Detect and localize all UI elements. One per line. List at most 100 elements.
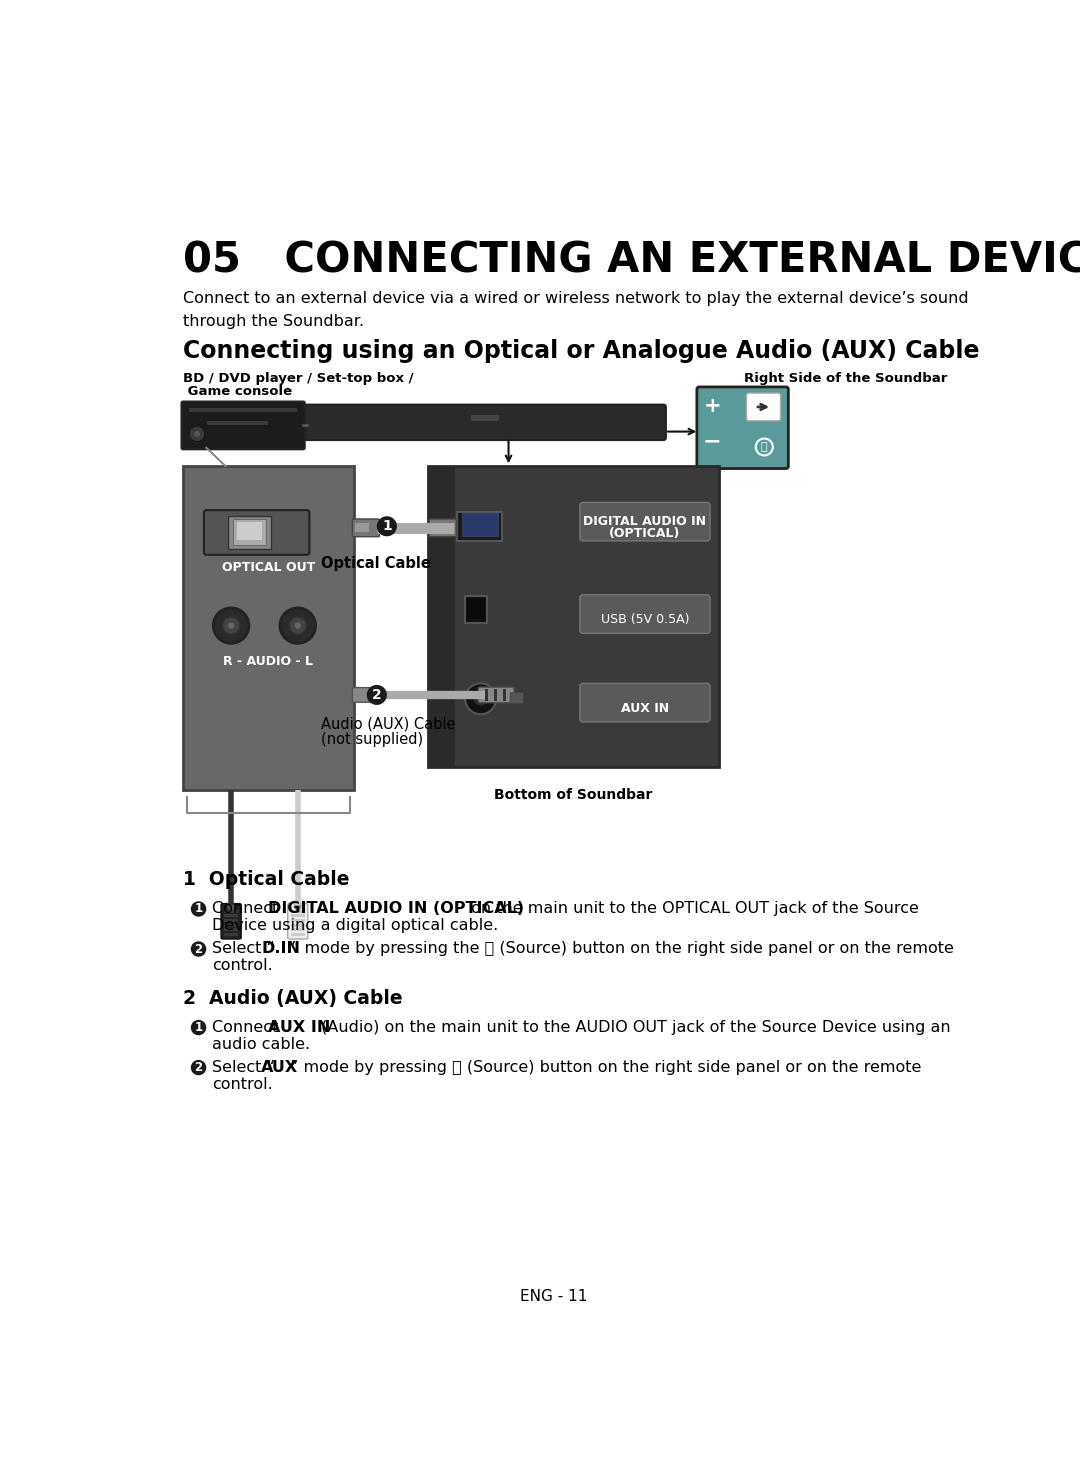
FancyBboxPatch shape [181, 402, 305, 450]
Bar [428, 466, 455, 766]
Bar [465, 596, 487, 623]
FancyBboxPatch shape [204, 510, 309, 555]
Circle shape [222, 617, 240, 634]
Bar [291, 910, 305, 913]
Circle shape [474, 692, 488, 705]
Text: Select “: Select “ [213, 941, 275, 957]
Text: Select “: Select “ [213, 1060, 275, 1075]
Text: 2: 2 [194, 1060, 203, 1074]
Text: Right Side of the Soundbar: Right Side of the Soundbar [744, 371, 947, 385]
Bar [494, 689, 497, 701]
Circle shape [295, 623, 301, 629]
Text: R - AUDIO - L: R - AUDIO - L [224, 655, 313, 667]
Text: control.: control. [213, 958, 273, 973]
Text: OPTICAL OUT: OPTICAL OUT [221, 562, 315, 574]
FancyBboxPatch shape [580, 595, 710, 633]
Text: DIGITAL AUDIO IN: DIGITAL AUDIO IN [583, 515, 706, 528]
Text: 05   CONNECTING AN EXTERNAL DEVICE: 05 CONNECTING AN EXTERNAL DEVICE [183, 240, 1080, 281]
FancyBboxPatch shape [746, 393, 781, 422]
Circle shape [191, 1021, 206, 1035]
Text: (OPTICAL): (OPTICAL) [609, 527, 680, 540]
FancyBboxPatch shape [697, 387, 788, 469]
Text: Bottom of Soundbar: Bottom of Soundbar [494, 788, 652, 802]
Text: Device using a digital optical cable.: Device using a digital optical cable. [213, 918, 499, 933]
Bar [233, 519, 266, 544]
Bar [291, 923, 305, 927]
Text: 1: 1 [382, 519, 392, 534]
Text: (Audio) on the main unit to the AUDIO OUT jack of the Source Device using an: (Audio) on the main unit to the AUDIO OU… [316, 1021, 950, 1035]
Text: Audio (AUX) Cable: Audio (AUX) Cable [321, 716, 456, 732]
Text: DIGITAL AUDIO IN (OPTICAL): DIGITAL AUDIO IN (OPTICAL) [268, 901, 524, 917]
Circle shape [189, 426, 205, 442]
Bar [189, 408, 297, 413]
Bar [291, 914, 305, 917]
Text: audio cable.: audio cable. [213, 1037, 311, 1052]
Circle shape [367, 685, 387, 705]
Text: 1: 1 [194, 1021, 203, 1034]
Bar [503, 689, 507, 701]
FancyBboxPatch shape [221, 904, 241, 939]
Bar [471, 414, 499, 422]
Text: Game console: Game console [183, 386, 293, 398]
Circle shape [191, 1060, 206, 1075]
Bar [206, 420, 268, 424]
Bar [225, 914, 238, 917]
FancyBboxPatch shape [580, 683, 710, 722]
FancyBboxPatch shape [352, 519, 379, 537]
Text: Connect: Connect [213, 901, 284, 917]
FancyBboxPatch shape [352, 688, 374, 703]
FancyBboxPatch shape [287, 904, 308, 939]
Text: USB (5V 0.5A): USB (5V 0.5A) [600, 612, 689, 626]
Bar [228, 516, 271, 549]
Text: ” mode by pressing ⮝ (Source) button on the right side panel or on the remote: ” mode by pressing ⮝ (Source) button on … [291, 1060, 921, 1075]
Circle shape [280, 608, 315, 643]
Text: ” mode by pressing the ⮝ (Source) button on the right side panel or on the remot: ” mode by pressing the ⮝ (Source) button… [292, 941, 955, 957]
Text: Connecting using an Optical or Analogue Audio (AUX) Cable: Connecting using an Optical or Analogue … [183, 339, 980, 364]
Circle shape [465, 683, 496, 714]
Bar [291, 929, 305, 932]
Text: ⏻: ⏻ [761, 442, 768, 453]
Text: Optical Cable: Optical Cable [321, 556, 431, 571]
Circle shape [191, 901, 206, 917]
Circle shape [377, 516, 397, 537]
Bar [225, 918, 238, 921]
FancyBboxPatch shape [429, 519, 456, 537]
Bar [485, 689, 488, 701]
Bar [291, 933, 305, 936]
FancyBboxPatch shape [510, 692, 524, 704]
Bar [440, 524, 454, 532]
Bar [238, 522, 262, 540]
Circle shape [294, 902, 301, 911]
Bar [428, 466, 718, 766]
Circle shape [227, 902, 235, 911]
Bar [291, 918, 305, 921]
Text: AUX IN: AUX IN [268, 1021, 330, 1035]
Bar [225, 929, 238, 932]
Bar [225, 923, 238, 927]
Text: Connect to an external device via a wired or wireless network to play the extern: Connect to an external device via a wire… [183, 291, 969, 328]
Bar [355, 524, 369, 532]
Text: ENG - 11: ENG - 11 [519, 1288, 588, 1303]
FancyBboxPatch shape [305, 405, 666, 441]
Circle shape [213, 608, 248, 643]
Text: −: − [703, 432, 721, 451]
FancyBboxPatch shape [580, 503, 710, 541]
Circle shape [228, 623, 234, 629]
Text: (not supplied): (not supplied) [321, 732, 423, 747]
Bar [462, 513, 498, 537]
Text: D.IN: D.IN [261, 941, 300, 957]
FancyBboxPatch shape [478, 688, 514, 703]
Circle shape [191, 941, 206, 957]
Text: on the main unit to the OPTICAL OUT jack of the Source: on the main unit to the OPTICAL OUT jack… [467, 901, 919, 917]
Circle shape [756, 438, 773, 456]
Text: BD / DVD player / Set-top box /: BD / DVD player / Set-top box / [183, 371, 414, 385]
Text: 2: 2 [194, 942, 203, 955]
Text: 2  Audio (AUX) Cable: 2 Audio (AUX) Cable [183, 989, 403, 1009]
Bar [225, 933, 238, 936]
Bar [225, 910, 238, 913]
Text: 1  Optical Cable: 1 Optical Cable [183, 871, 350, 889]
Bar [468, 599, 485, 618]
Bar [183, 466, 353, 790]
Text: Connect: Connect [213, 1021, 284, 1035]
Circle shape [289, 617, 307, 634]
